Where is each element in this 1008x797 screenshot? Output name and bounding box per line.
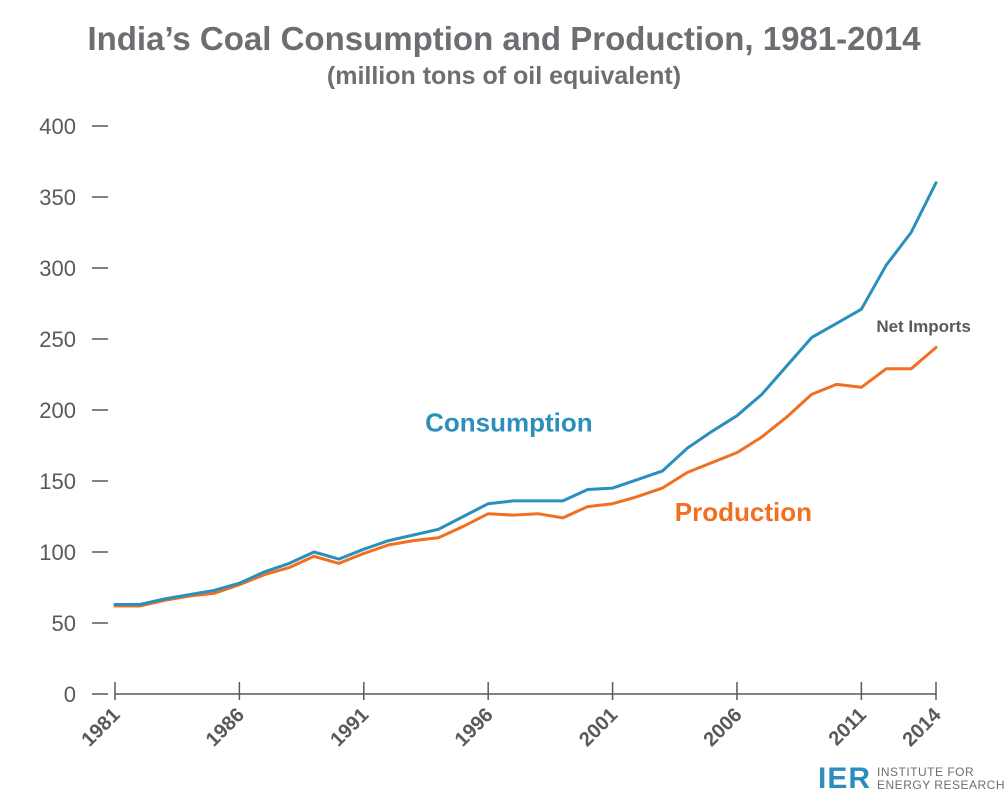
logo-line-1: INSTITUTE FOR [877,765,975,779]
x-axis: 1981 1986 1991 1996 2001 2006 2011 2014 [78,682,947,751]
x-tick-label-2001: 2001 [575,704,622,751]
label-layer: Consumption Production Net Imports [425,317,971,527]
y-tick-label-350: 350 [39,185,76,210]
y-axis: 0 50 100 150 200 250 300 350 400 [39,114,108,707]
y-tick-label-400: 400 [39,114,76,139]
x-tick-label-2014: 2014 [899,703,947,751]
logo-text: INSTITUTE FOR ENERGY RESEARCH [877,766,1005,792]
x-tick-label-2006: 2006 [699,704,746,751]
chart-title: India’s Coal Consumption and Production,… [87,20,921,57]
y-tick-label-200: 200 [39,398,76,423]
x-tick-label-1991: 1991 [326,704,373,751]
x-tick-label-1996: 1996 [451,704,498,751]
x-tick-label-2011: 2011 [825,704,871,750]
series-line-production [113,346,938,608]
series-label-consumption: Consumption [425,407,593,437]
y-tick-label-300: 300 [39,256,76,281]
logo-line-2: ENERGY RESEARCH [877,778,1005,792]
x-tick-label-1986: 1986 [202,704,249,751]
y-tick-label-150: 150 [39,469,76,494]
ier-logo: IER INSTITUTE FOR ENERGY RESEARCH [818,762,1005,796]
chart-subtitle: (million tons of oil equivalent) [326,62,682,90]
series-label-production: Production [675,497,812,527]
y-tick-label-250: 250 [39,327,76,352]
annotation-net-imports: Net Imports [876,317,970,336]
y-tick-label-100: 100 [39,540,76,565]
y-tick-label-50: 50 [52,611,76,636]
y-tick-label-0: 0 [64,682,76,707]
series-line-consumption [113,181,938,606]
series-layer [113,181,938,608]
logo-mark: IER [818,762,872,795]
x-tick-label-1981: 1981 [78,704,125,751]
